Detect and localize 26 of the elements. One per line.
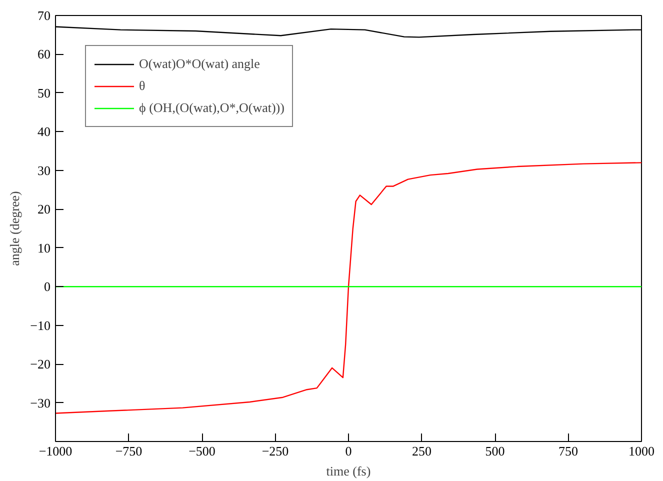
y-tick-label: 50 <box>38 85 50 100</box>
x-tick-label: −250 <box>262 444 289 458</box>
x-tick-label: 0 <box>345 444 352 458</box>
y-tick-label: 10 <box>38 240 50 256</box>
y-tick-label: 30 <box>38 162 50 178</box>
y-tick-label: 20 <box>38 202 50 217</box>
x-tick-label: 250 <box>412 444 432 458</box>
line-series <box>56 162 642 414</box>
x-tick-label: 500 <box>485 444 505 458</box>
y-tick-label: 0 <box>44 279 50 294</box>
x-tick-label: 1000 <box>628 444 654 458</box>
y-tick-label: −30 <box>30 395 51 410</box>
x-tick-label: 750 <box>558 444 578 458</box>
y-tick-label: −20 <box>30 356 51 372</box>
y-axis-title: angle (degree) <box>7 191 22 266</box>
x-tick-label: −1000 <box>38 444 72 458</box>
x-tick-label: −750 <box>115 444 142 458</box>
legend-label: ϕ (OH,(O(wat),O*,O(wat))) <box>139 100 284 116</box>
y-tick-label: 40 <box>38 124 50 140</box>
legend-label: θ <box>139 78 146 94</box>
y-tick-label: 60 <box>38 46 50 62</box>
legend-label: O(wat)O*O(wat) angle <box>139 56 260 72</box>
x-tick-label: −500 <box>188 444 216 458</box>
y-tick-label: −10 <box>30 318 51 333</box>
y-tick-label: 70 <box>38 8 50 23</box>
x-axis-title: time (fs) <box>326 464 371 478</box>
